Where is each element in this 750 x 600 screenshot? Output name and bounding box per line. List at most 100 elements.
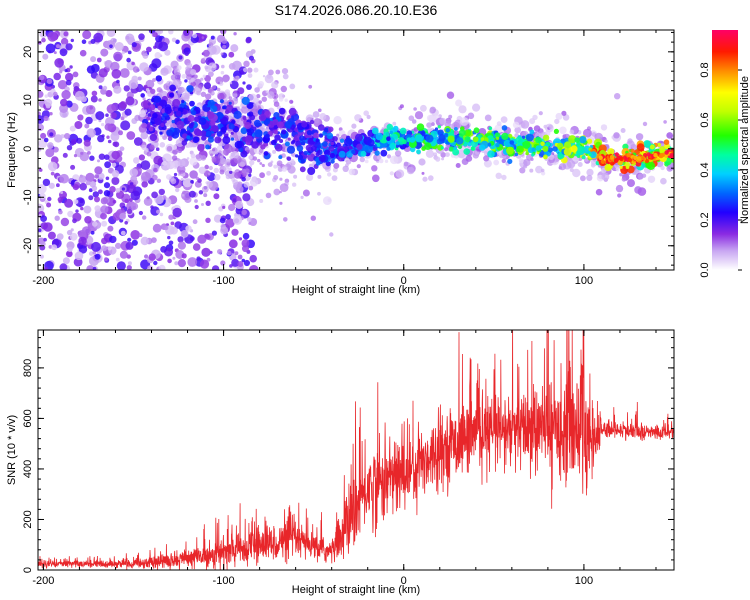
spectrogram-blob — [162, 160, 167, 166]
spectrogram-blob — [345, 159, 352, 165]
spectrogram-blob — [323, 149, 331, 157]
spectrogram-blob — [406, 166, 415, 175]
spectrogram-blob — [299, 135, 305, 141]
spectrogram-blob — [564, 141, 572, 149]
spectrogram-blob — [356, 164, 361, 169]
spectrogram-blob — [90, 39, 96, 44]
spectrogram-blob — [233, 32, 237, 36]
spectrogram-blob — [617, 193, 622, 198]
spectrogram-blob — [247, 67, 253, 73]
spectrogram-blob — [225, 218, 235, 228]
spectrogram-blob — [57, 196, 63, 203]
spectrogram-blob — [317, 149, 321, 154]
spectrogram-blob — [355, 133, 363, 142]
spectrogram-blob — [83, 139, 91, 147]
spectrogram-blob — [96, 57, 102, 63]
snr-xlabel: Height of straight line (km) — [292, 584, 420, 596]
spectrogram-blob — [38, 147, 42, 152]
spectrogram-blob — [111, 162, 117, 168]
spectrogram-blob — [201, 36, 205, 39]
spectrogram-blob — [86, 128, 96, 138]
spectrogram-blob — [574, 137, 580, 143]
spectrogram-blob — [89, 155, 95, 161]
spectrogram-blob — [333, 162, 340, 169]
spectrogram-blob — [229, 264, 233, 268]
spectrogram-blob — [116, 190, 125, 199]
spectrogram-blob — [554, 118, 560, 125]
spectrogram-blob — [446, 91, 455, 99]
spectrogram-blob — [389, 155, 399, 165]
spectrogram-blob — [220, 126, 227, 133]
spectrogram-blob — [154, 118, 162, 126]
spectrogram-blob — [248, 155, 253, 160]
spectrogram-blob — [65, 72, 74, 82]
spectrogram-blob — [207, 111, 215, 119]
spectrogram-blob — [175, 187, 180, 193]
spectrogram-blob — [143, 197, 153, 206]
spectrogram-blob — [351, 123, 357, 129]
spectrogram-blob — [205, 93, 212, 100]
spectrogram-blob — [178, 86, 185, 93]
spectrogram-blob — [133, 157, 140, 164]
spectrogram-blob — [219, 99, 224, 104]
snr-xtick-label: 0 — [401, 575, 407, 587]
spectrogram-blob — [92, 266, 97, 270]
spectrogram-blob — [218, 150, 222, 154]
spectrogram-blob — [228, 63, 236, 70]
spectrogram-blob — [363, 110, 370, 116]
spectrogram-blob — [330, 159, 335, 164]
spectrogram-blob — [177, 148, 183, 154]
spectrogram-blob — [308, 84, 313, 89]
spectrogram-blob — [274, 143, 283, 152]
spectrogram-blob — [63, 31, 69, 37]
spectrogram-blob — [305, 144, 312, 152]
spectrogram-blob — [93, 32, 104, 43]
figure-title: S174.2026.086.20.10.E36 — [275, 2, 438, 18]
spectrogram-blob — [171, 37, 177, 43]
spectrogram-blob — [83, 205, 92, 214]
spectrogram-blob — [344, 137, 353, 147]
spectrogram-blob — [90, 95, 98, 103]
spectrogram-blob — [301, 121, 308, 128]
spectrogram-blob — [88, 188, 93, 193]
spectrogram-blob — [183, 30, 190, 36]
spectrogram-blob — [284, 141, 290, 147]
spectrogram-blob — [192, 243, 201, 251]
spectrogram-blob — [230, 131, 234, 135]
spectrogram-blob — [380, 149, 388, 157]
spectrogram-blob — [147, 102, 151, 106]
spectrogram-blob — [378, 158, 384, 164]
spectrogram-blob — [148, 104, 156, 111]
spectrogram-blob — [375, 132, 384, 141]
spectrogram-blob — [222, 105, 226, 110]
spectrogram-blob — [65, 79, 72, 86]
spectrogram-blob — [500, 116, 508, 123]
spectrogram-blob — [60, 98, 68, 107]
spectrogram-blob — [44, 94, 48, 98]
spectrogram-blob — [43, 222, 53, 232]
colorbar: 0.0 0.2 0.4 0.6 0.8 Normalized spectral ampl… — [699, 30, 750, 278]
spectrogram-blob — [420, 104, 427, 112]
spectrogram-blob — [236, 105, 241, 110]
spectrogram-blob — [77, 114, 84, 121]
spectrogram-blob — [171, 119, 175, 124]
spectrogram-xlabel: Height of straight line (km) — [292, 284, 420, 296]
spectrogram-blob — [222, 136, 231, 144]
spectrogram-blob — [619, 156, 624, 162]
spectrogram-blob — [399, 127, 407, 135]
spectrogram-blob — [619, 172, 623, 177]
spectrogram-blob — [200, 155, 207, 161]
spectrogram-blob — [581, 155, 586, 160]
spectrogram-blob — [496, 121, 502, 126]
spectrogram-blob — [204, 65, 209, 70]
spectrogram-blob — [416, 149, 421, 155]
spectrogram-blob — [258, 100, 263, 104]
spectrogram-blob — [243, 181, 250, 188]
spectrogram-blob — [69, 65, 73, 69]
spectrogram-blob — [647, 175, 656, 183]
colorbar-tick-label: 0.8 — [699, 62, 711, 77]
spectrogram-blob — [73, 154, 78, 158]
spectrogram-blob — [177, 236, 184, 243]
spectrogram-blob — [138, 210, 143, 216]
spectrogram-blob — [614, 152, 619, 157]
